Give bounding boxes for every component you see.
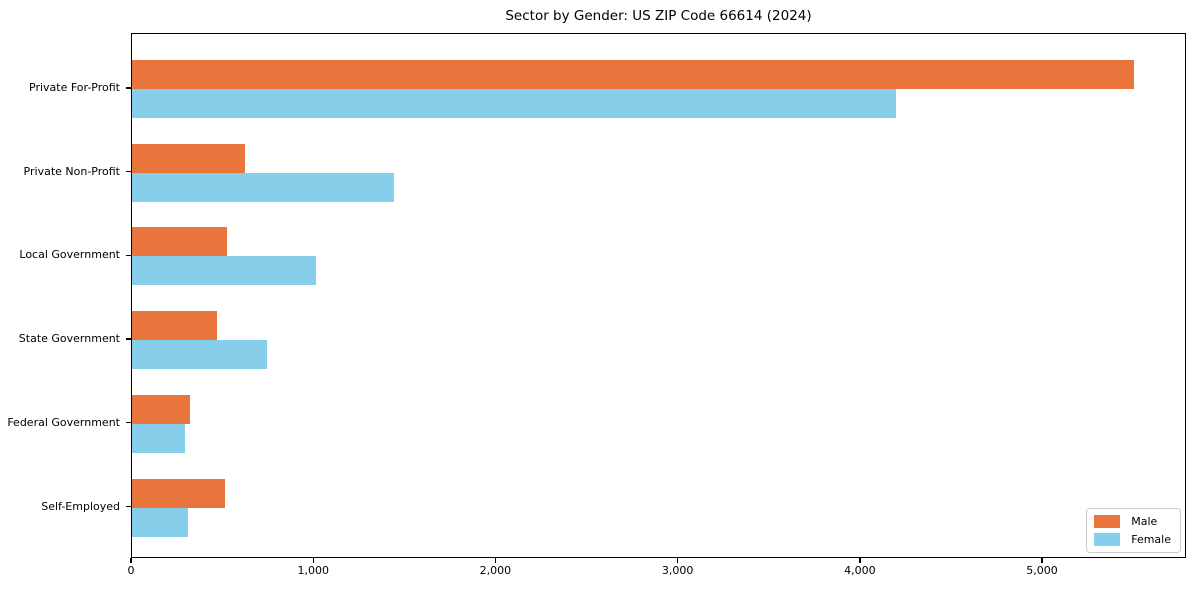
- x-axis-tick-label: 5,000: [1026, 564, 1058, 577]
- legend-label: Male: [1131, 515, 1158, 528]
- bar-group-state-government: [132, 311, 1185, 370]
- x-axis-tick-label: 1,000: [297, 564, 329, 577]
- x-axis-tick: [1041, 558, 1043, 563]
- bar-male-local-government: [132, 227, 227, 257]
- bar-female-private-non-profit: [132, 172, 394, 202]
- bar-male-federal-government: [132, 394, 191, 424]
- bar-group-private-for-profit: [132, 60, 1185, 118]
- y-axis-category-label: State Government: [18, 332, 120, 346]
- x-axis-tick: [494, 558, 497, 563]
- legend-swatch-male: [1094, 515, 1121, 528]
- bar-female-self-employed: [132, 507, 189, 537]
- x-axis-tick: [130, 558, 132, 563]
- bar-female-federal-government: [132, 423, 185, 453]
- bar-female-private-for-profit: [132, 89, 896, 118]
- bar-male-private-non-profit: [132, 143, 245, 173]
- chart-legend: Male Female: [1086, 508, 1181, 553]
- legend-entry-female: Female: [1094, 533, 1171, 546]
- y-axis-category-label: Federal Government: [7, 415, 120, 429]
- plot-area: Male Female: [131, 33, 1186, 558]
- x-axis-tick: [859, 558, 861, 563]
- bar-female-state-government: [132, 340, 267, 370]
- y-axis-tick: [126, 87, 131, 89]
- chart-title: Sector by Gender: US ZIP Code 66614 (202…: [505, 8, 812, 24]
- bar-male-private-for-profit: [132, 60, 1135, 89]
- bar-group-federal-government: [132, 394, 1185, 453]
- legend-entry-male: Male: [1094, 515, 1171, 528]
- bar-group-private-non-profit: [132, 143, 1185, 202]
- y-axis-category-label: Local Government: [19, 248, 120, 262]
- y-axis-category-label: Private Non-Profit: [23, 164, 120, 178]
- y-axis-tick: [126, 422, 131, 424]
- bar-group-local-government: [132, 227, 1185, 286]
- y-axis-category-label: Self-Employed: [41, 499, 120, 513]
- legend-swatch-female: [1094, 533, 1121, 546]
- legend-label: Female: [1131, 533, 1171, 546]
- x-axis-tick: [312, 558, 314, 563]
- y-axis-category-label: Private For-Profit: [29, 81, 120, 94]
- y-axis-tick: [126, 338, 131, 340]
- bar-group-self-employed: [132, 478, 1185, 537]
- bar-male-self-employed: [132, 478, 225, 508]
- y-axis-tick: [126, 171, 131, 173]
- x-axis-tick-label: 2,000: [479, 564, 512, 577]
- x-axis-tick-label: 0: [127, 564, 135, 577]
- x-axis-tick: [676, 558, 679, 563]
- y-axis-tick: [126, 254, 131, 257]
- x-axis-tick-label: 3,000: [661, 564, 694, 577]
- y-axis-tick: [126, 505, 131, 508]
- bar-male-state-government: [132, 311, 218, 341]
- x-axis-tick-label: 4,000: [844, 564, 876, 577]
- bar-female-local-government: [132, 256, 316, 286]
